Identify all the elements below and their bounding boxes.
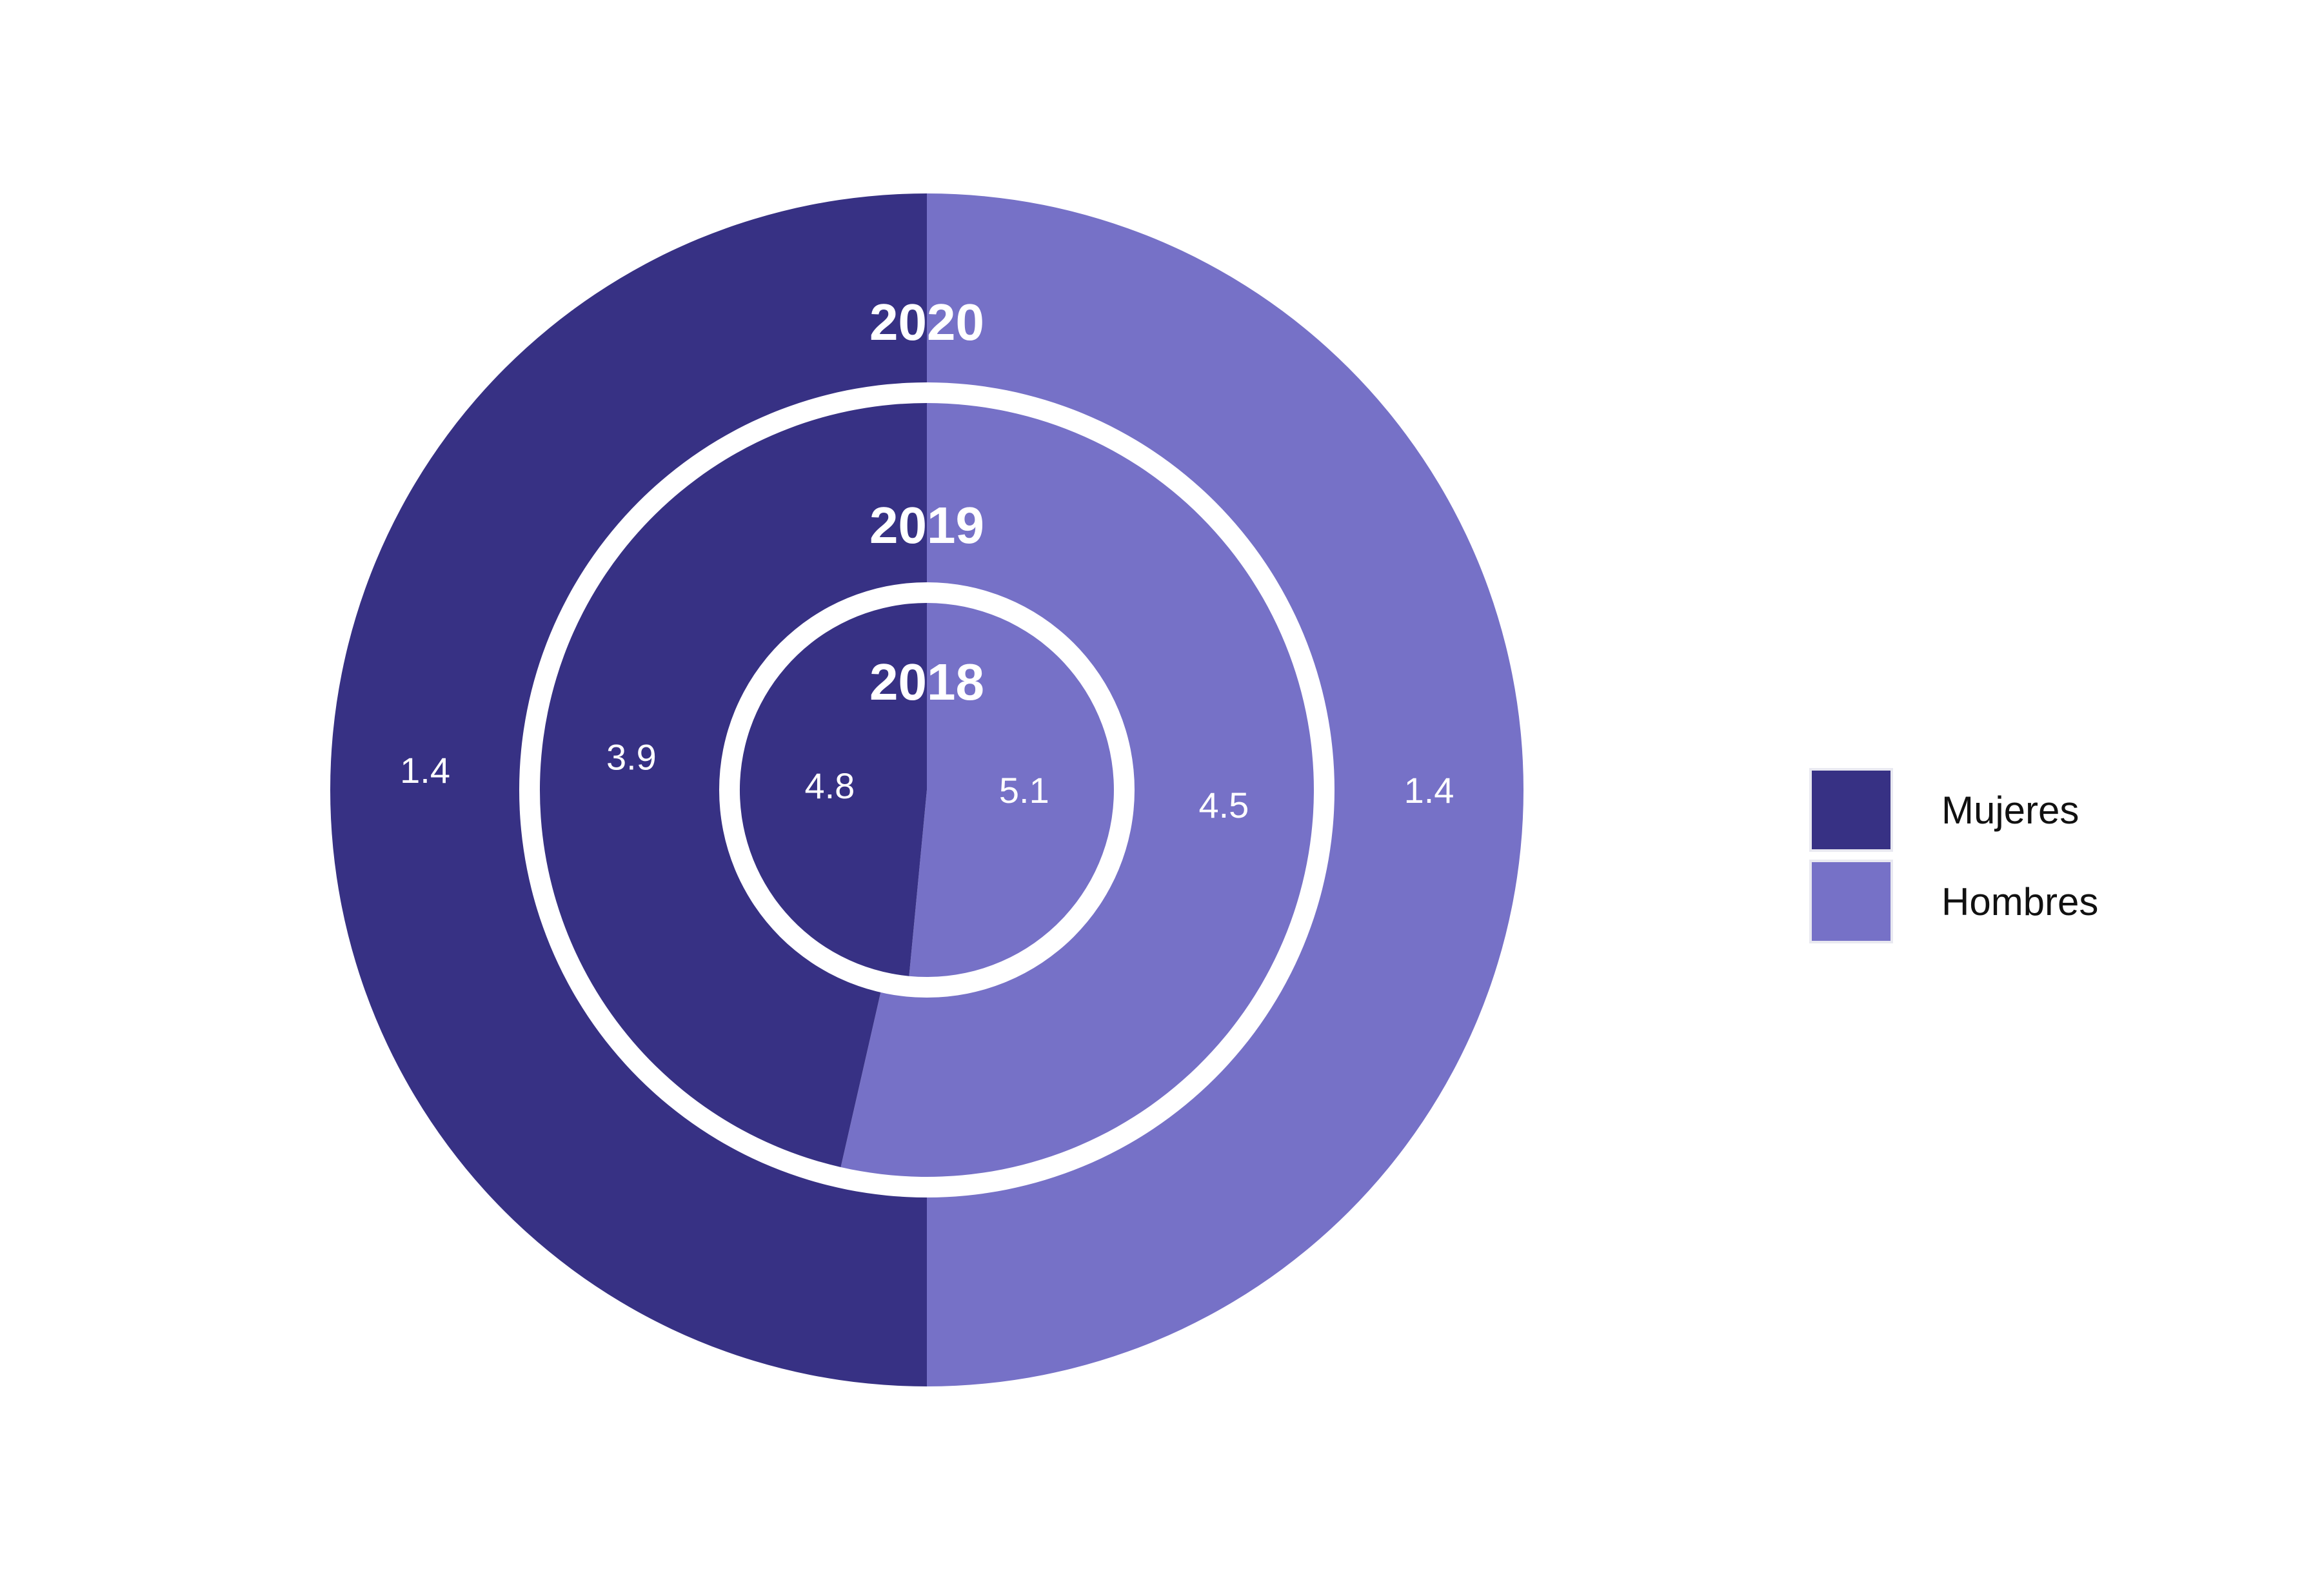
value-label-mujeres-2018: 4.8 [804, 765, 855, 806]
legend-swatch-mujeres [1809, 768, 1893, 852]
slice-mujeres-2018 [739, 602, 927, 976]
value-label-mujeres-2019: 3.9 [606, 736, 657, 777]
legend-swatch-hombres [1809, 860, 1893, 943]
slice-hombres-2018 [909, 603, 1114, 977]
value-label-hombres-2018: 5.1 [999, 770, 1049, 811]
value-label-hombres-2020: 1.4 [1404, 770, 1454, 811]
legend-label-hombres: Hombres [1941, 880, 2099, 923]
value-label-mujeres-2020: 1.4 [400, 750, 450, 791]
legend: Mujeres Hombres [1809, 764, 2098, 947]
legend-item-hombres: Hombres [1809, 856, 2098, 947]
ring-year-label-2019: 2019 [869, 497, 984, 554]
legend-label-mujeres: Mujeres [1941, 788, 2079, 832]
legend-item-mujeres: Mujeres [1809, 764, 2098, 856]
ring-year-label-2018: 2018 [869, 653, 984, 711]
value-label-hombres-2019: 4.5 [1198, 785, 1249, 825]
ring-year-label-2020: 2020 [869, 293, 984, 351]
